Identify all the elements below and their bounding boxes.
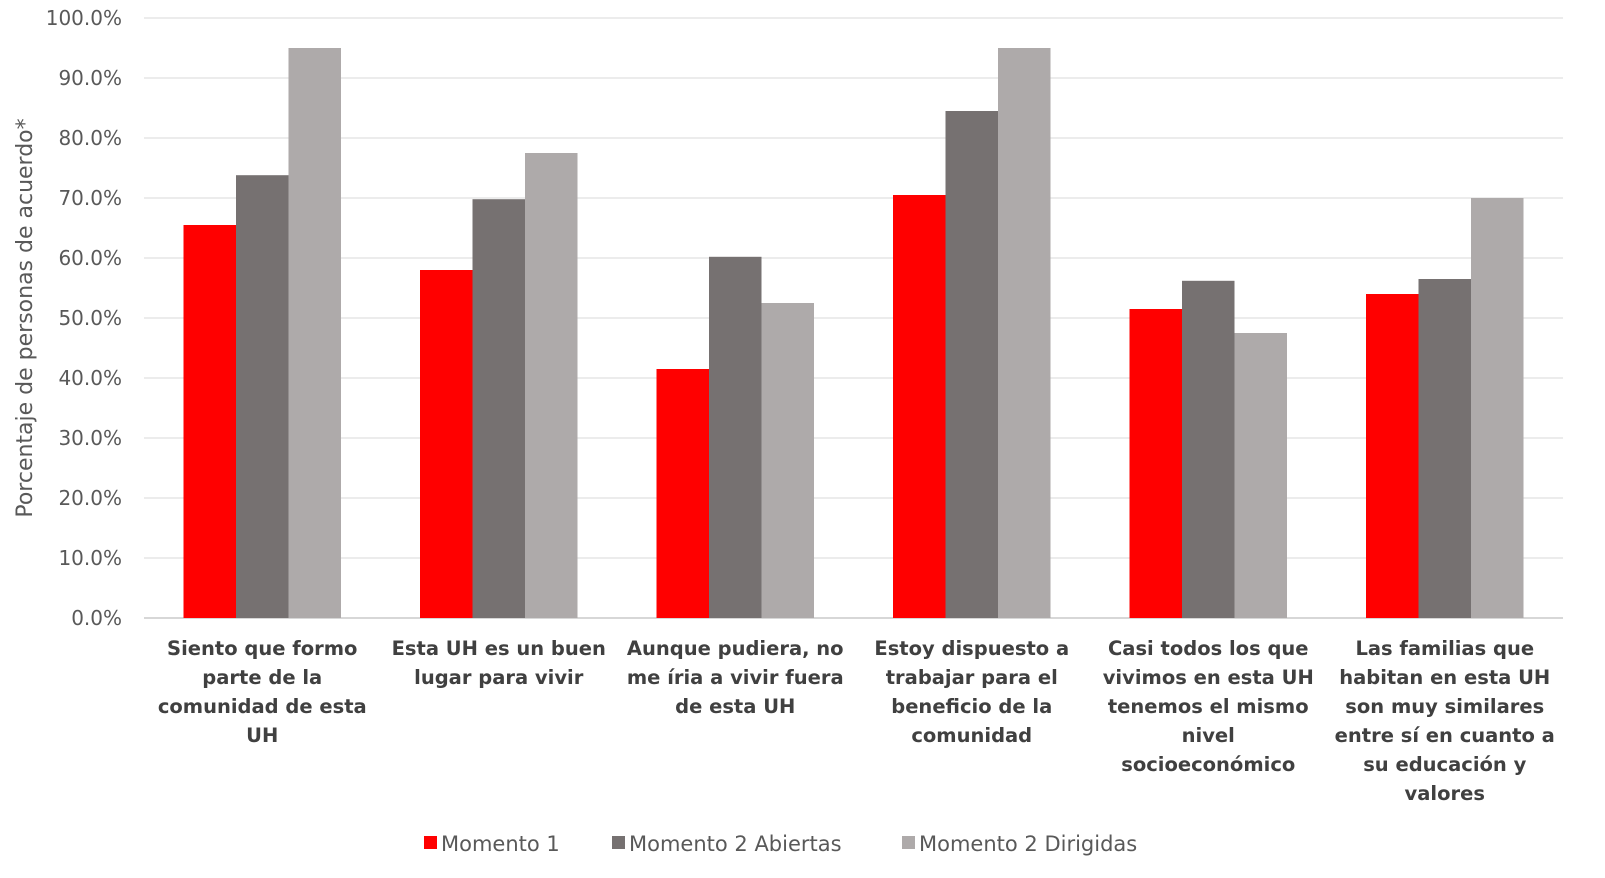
legend-swatch [612,836,625,849]
x-category-label-line: lugar para vivir [414,666,584,689]
y-tick-label: 50.0% [58,306,122,330]
bar-momento-2-dirigidas [1234,333,1287,618]
y-tick-label: 60.0% [58,246,122,270]
bar-momento-2-dirigidas [761,303,814,618]
x-category-label: Las familias que habitan en esta UH son mu… [1335,637,1555,805]
bar-momento-2-dirigidas [525,153,578,618]
x-category-label-line: de esta UH [675,695,795,718]
x-category-label-line: son muy similares [1345,695,1544,718]
bar-momento-2-dirigidas [998,48,1051,618]
gridlines [144,17,1563,619]
x-category-label-line: trabajar para el [886,666,1058,689]
x-category-label-line: Aunque pudiera, no [627,637,844,660]
x-category-label: Aunque pudiera, no me íria a vivir fuera d… [627,637,844,718]
x-category-label-line: beneficio de la [891,695,1052,718]
legend-label: Momento 2 Abiertas [629,832,842,856]
legend-label: Momento 1 [441,832,560,856]
y-tick-label: 90.0% [58,66,122,90]
x-category-label: Siento que formo parte de la comunidad de … [158,637,367,747]
bar-momento-2-abiertas [472,199,525,618]
bar-momento-2-dirigidas [288,48,341,618]
bar-momento-1 [1129,309,1182,618]
x-category-label: Casi todos los que vivimos en esta UH tene… [1103,637,1314,776]
y-tick-label: 100.0% [46,6,122,30]
x-axis-category-labels: Siento que formo parte de la comunidad de … [158,637,1555,805]
x-category-label-line: parte de la [202,666,322,689]
x-category-label-line: vivimos en esta UH [1103,666,1314,689]
x-category-label-line: Esta UH es un buen [392,637,606,660]
legend-label: Momento 2 Dirigidas [919,832,1137,856]
y-tick-label: 10.0% [58,546,122,570]
x-category-label-line: su educación y [1363,753,1526,776]
x-category-label-line: entre sí en cuanto a [1335,724,1555,747]
x-category-label-line: habitan en esta UH [1339,666,1550,689]
y-tick-label: 0.0% [71,606,122,630]
y-tick-label: 20.0% [58,486,122,510]
bar-momento-2-abiertas [1418,279,1471,618]
x-category-label-line: Estoy dispuesto a [874,637,1069,660]
legend: Momento 1 Momento 2 Abiertas Momento 2 Dir… [424,832,1137,856]
legend-swatch [902,836,915,849]
bar-momento-2-dirigidas [1471,198,1524,618]
bar-momento-2-abiertas [236,175,289,618]
bar-momento-1 [183,225,236,618]
legend-swatch [424,836,437,849]
x-category-label-line: comunidad [911,724,1032,747]
bar-momento-2-abiertas [1182,280,1235,618]
x-category-label-line: me íria a vivir fuera [627,666,844,689]
x-category-label-line: Casi todos los que [1108,637,1309,660]
y-axis-title: Porcentaje de personas de acuerdo* [13,118,38,517]
y-tick-label: 80.0% [58,126,122,150]
y-axis-tick-labels: 0.0% 10.0% 20.0% 30.0% 40.0% 50.0% 60.0% 70.0% 8… [46,6,122,630]
y-tick-label: 40.0% [58,366,122,390]
x-category-label: Estoy dispuesto a trabajar para el benefic… [874,637,1069,747]
bar-momento-2-abiertas [709,256,762,618]
x-category-label: Esta UH es un buen lugar para vivir [392,637,606,689]
x-category-label-line: Siento que formo [167,637,357,660]
bar-momento-2-abiertas [945,111,998,618]
y-tick-label: 30.0% [58,426,122,450]
x-category-label-line: tenemos el mismo [1108,695,1309,718]
x-category-label-line: Las familias que [1355,637,1534,660]
x-category-label-line: nivel [1182,724,1235,747]
bar-momento-1 [893,195,946,618]
x-category-label-line: UH [246,724,278,747]
x-category-label-line: valores [1405,782,1485,805]
bar-momento-1 [656,369,709,618]
bars [183,48,1524,618]
bar-momento-1 [420,270,473,618]
y-tick-label: 70.0% [58,186,122,210]
x-category-label-line: socioeconómico [1121,753,1295,776]
x-category-label-line: comunidad de esta [158,695,367,718]
bar-momento-1 [1366,294,1419,618]
